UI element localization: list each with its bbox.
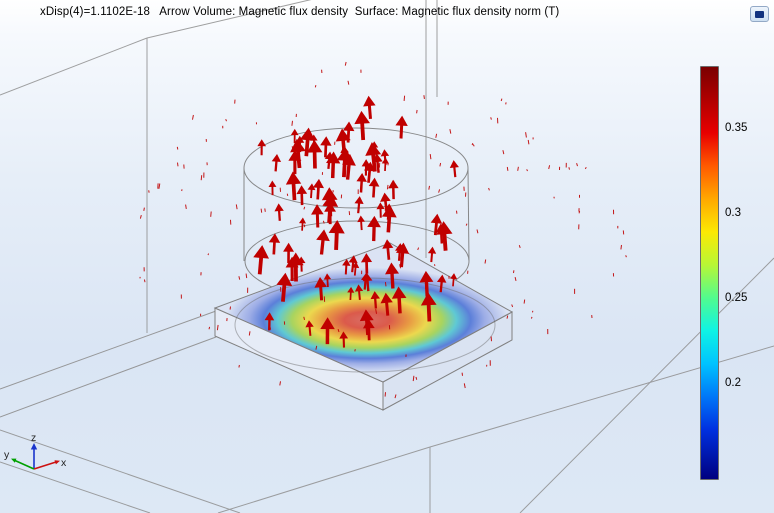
screen-icon [755, 10, 764, 18]
colorbar-tick-label: 0.3 [725, 206, 741, 219]
plate-top-face [213, 242, 514, 383]
colorbar-tick-label: 0.2 [725, 376, 741, 389]
colorbar [700, 66, 719, 480]
z-axis-label: z [31, 432, 36, 444]
detach-window-button[interactable] [750, 6, 769, 22]
colorbar-legend: 0.35 0.3 0.25 0.2 [700, 66, 758, 480]
y-axis-label: y [4, 449, 10, 461]
rail-edges [0, 310, 217, 418]
plot-title: xDisp(4)=1.1102E-18 Arrow Volume: Magnet… [40, 6, 560, 18]
plate-surface [213, 242, 514, 411]
colorbar-tick-label: 0.25 [725, 291, 748, 304]
flux-specks [139, 61, 627, 399]
colorbar-ticks: 0.35 0.3 0.25 0.2 [725, 66, 758, 480]
axes-triad: z x y [4, 432, 67, 470]
x-axis-label: x [61, 457, 67, 469]
y-axis-arrow [14, 459, 35, 470]
colorbar-tick-label: 0.35 [725, 122, 748, 135]
flux-arrows [253, 95, 459, 348]
coil-wireframe [243, 127, 470, 302]
x-axis-arrow [33, 461, 57, 470]
